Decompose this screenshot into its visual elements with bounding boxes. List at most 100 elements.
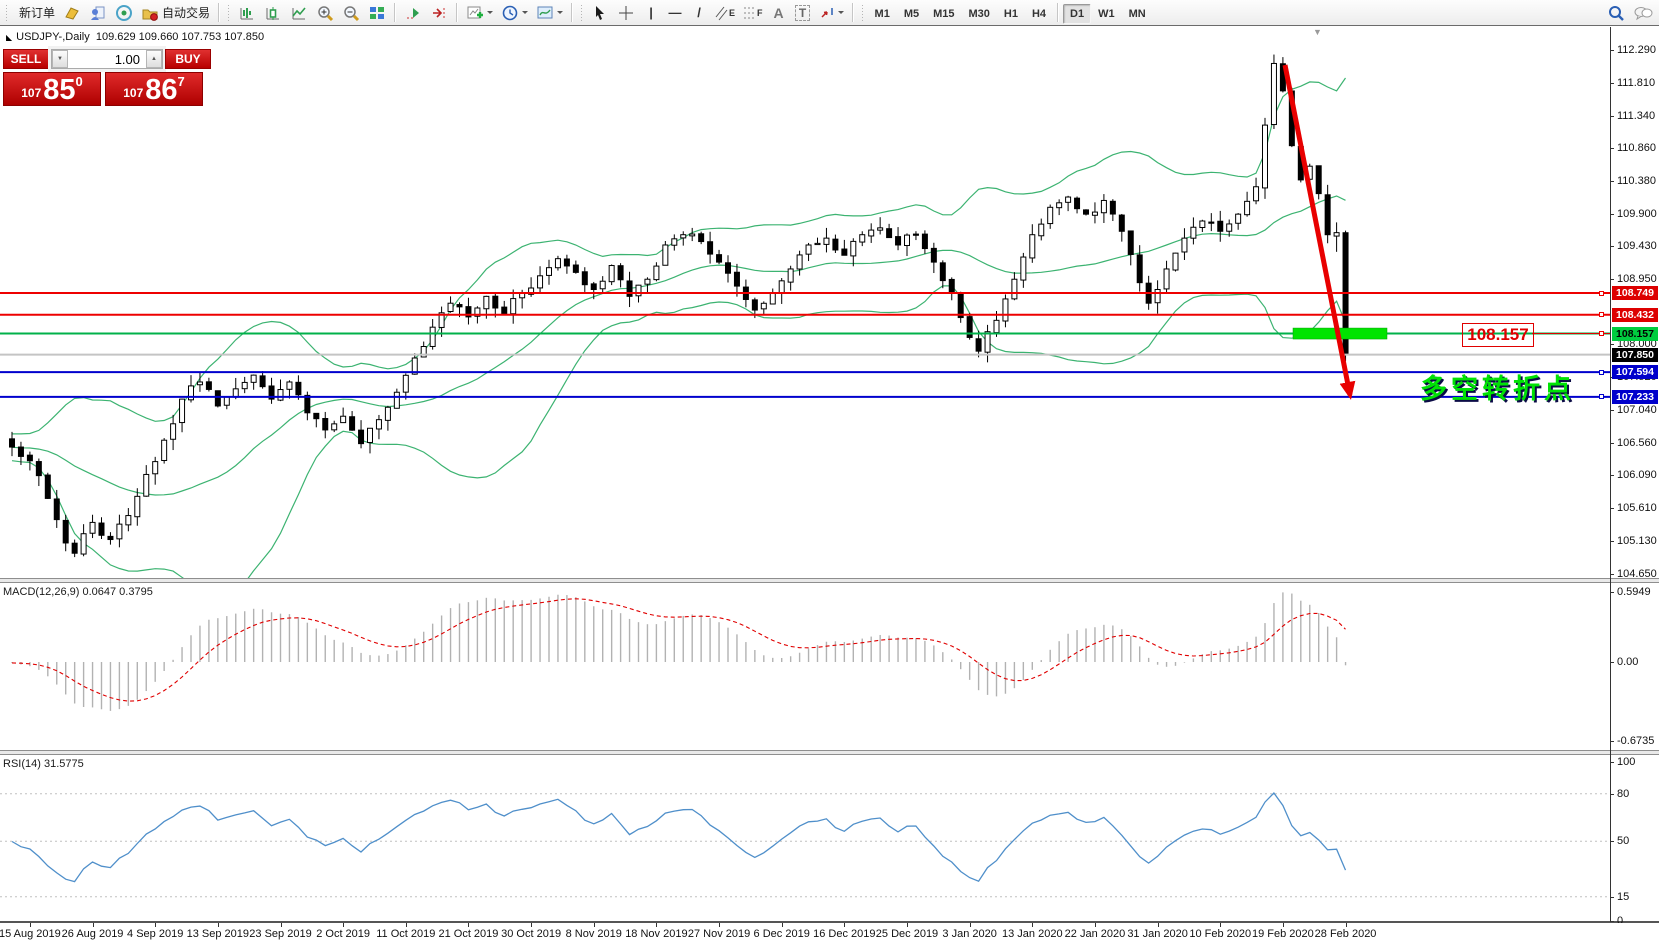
line-anchor-square	[1599, 394, 1604, 400]
tile-windows-button[interactable]	[364, 2, 390, 24]
price-axis-tick-label: 112.290	[1617, 44, 1656, 57]
bar-chart-button[interactable]	[234, 2, 260, 24]
date-tick	[217, 923, 219, 927]
date-label: 3 Jan 2020	[942, 928, 997, 940]
price-axis-tick	[1610, 344, 1614, 346]
chat-icon	[1634, 6, 1653, 20]
price-axis-tick	[1610, 181, 1614, 183]
data-window-button[interactable]	[85, 2, 111, 24]
window-bottom-border	[0, 921, 1659, 923]
sell-price-button[interactable]: 107 85 0	[3, 72, 101, 106]
timeframe-button-w1[interactable]: W1	[1098, 7, 1115, 20]
buy-button[interactable]: BUY	[165, 49, 211, 69]
text-label-tool-button[interactable]: T	[791, 2, 815, 24]
toolbar-separator	[851, 3, 854, 22]
timeframe-button-m15[interactable]: M15	[933, 7, 955, 20]
timeframe-button-m5[interactable]: M5	[903, 7, 920, 20]
timeframe-button-m30[interactable]: M30	[968, 7, 990, 20]
date-tick	[92, 923, 94, 927]
pane-splitter[interactable]	[0, 750, 1659, 755]
buy-price-button[interactable]: 107 86 7	[105, 72, 203, 106]
crosshair-tool-button[interactable]	[613, 2, 639, 24]
timeframe-button-h1[interactable]: H1	[1003, 7, 1018, 20]
text-tool-button[interactable]: A	[767, 2, 791, 24]
templates-button[interactable]	[532, 2, 567, 24]
zoom-in-button[interactable]	[312, 2, 338, 24]
volume-input[interactable]: 1.00	[114, 52, 140, 67]
timeframe-button-d1[interactable]: D1	[1063, 3, 1092, 24]
price-axis-tick	[1610, 410, 1614, 412]
zoom-out-button[interactable]	[338, 2, 364, 24]
macd-axis-label: 0.00	[1617, 656, 1639, 668]
volume-increase-button[interactable]: ▲	[146, 50, 162, 68]
date-label: 30 Oct 2019	[501, 928, 562, 940]
timeframe-button-h4[interactable]: H4	[1031, 7, 1047, 20]
macd-axis-label: 0.5949	[1617, 586, 1651, 599]
line-anchor-square	[1599, 369, 1604, 375]
channel-tool-button[interactable]: E	[711, 2, 739, 24]
macd-axis-label: -0.6735	[1617, 734, 1655, 747]
price-axis-tick	[1610, 148, 1614, 150]
sell-button[interactable]: SELL	[3, 49, 49, 69]
search-button[interactable]	[1603, 2, 1629, 24]
cursor-tool-button[interactable]	[587, 2, 613, 24]
date-label: 13 Sep 2019	[186, 928, 250, 940]
chat-button[interactable]	[1629, 2, 1657, 24]
macd-pane[interactable]: MACD(12,26,9) 0.0647 0.3795	[0, 583, 1610, 750]
auto-trading-icon	[142, 9, 158, 21]
price-pane[interactable]: ◣ USDJPY-,Daily 109.629 109.660 107.753 1…	[0, 27, 1610, 578]
price-axis-tick-label: 107.040	[1617, 404, 1657, 417]
new-order-button[interactable]: 新订单	[12, 2, 59, 24]
toolbar-grip	[5, 3, 9, 22]
indicators-button[interactable]	[462, 2, 497, 24]
auto-trading-button[interactable]: 自动交易	[137, 2, 214, 24]
timeframe-button-m1[interactable]: M1	[874, 7, 890, 20]
date-label: 11 Oct 2019	[376, 928, 436, 940]
price-axis-tick	[1610, 246, 1614, 248]
date-label: 27 Nov 2019	[687, 928, 751, 940]
pane-splitter[interactable]	[0, 578, 1659, 583]
sell-price-whole: 107	[21, 86, 42, 100]
price-axis-tick-label: 106.090	[1617, 469, 1657, 482]
candlestick-chart-icon	[266, 6, 280, 20]
zoom-out-icon	[344, 5, 360, 21]
candlestick-chart-button[interactable]	[260, 2, 286, 24]
volume-decrease-button[interactable]: ▼	[52, 50, 68, 68]
price-axis-tick-label: 104.650	[1617, 567, 1657, 580]
fibonacci-tool-button[interactable]: F	[739, 2, 767, 24]
periods-button[interactable]	[497, 2, 532, 24]
auto-scroll-button[interactable]	[400, 2, 426, 24]
crosshair-icon	[619, 5, 634, 20]
rsi-pane[interactable]: RSI(14) 31.5775	[0, 755, 1610, 921]
price-badge: 107.233	[1612, 389, 1658, 404]
dropdown-caret	[487, 10, 494, 17]
date-label: 28 Feb 2020	[1314, 928, 1377, 940]
toolbar-grip	[860, 3, 865, 22]
date-label: 19 Feb 2020	[1252, 928, 1314, 940]
chart-end-marker[interactable]: ▼	[1313, 27, 1322, 37]
chart-shift-button[interactable]	[426, 2, 452, 24]
horizontal-line-tool-button[interactable]: —	[663, 2, 687, 24]
rsi-axis-label: 0	[1617, 914, 1624, 927]
volume-spinner: ▼ 1.00 ▲	[51, 49, 163, 69]
timeframe-button-mn[interactable]: MN	[1128, 7, 1146, 20]
price-axis-tick-label: 105.610	[1617, 502, 1657, 515]
date-label: 6 Dec 2019	[753, 928, 810, 940]
fibonacci-letter: F	[757, 7, 763, 18]
market-watch-icon	[65, 6, 79, 20]
price-axis-tick-label: 111.340	[1617, 109, 1656, 122]
line-chart-button[interactable]	[286, 2, 312, 24]
signals-button[interactable]	[111, 2, 137, 24]
date-label: 18 Nov 2019	[625, 928, 688, 940]
trendline-tool-button[interactable]: /	[687, 2, 711, 24]
rsi-axis-tick	[1610, 841, 1614, 843]
vertical-line-tool-button[interactable]: |	[639, 2, 663, 24]
date-label: 26 Aug 2019	[61, 928, 124, 940]
market-watch-button[interactable]	[59, 2, 85, 24]
arrows-tool-button[interactable]	[815, 2, 848, 24]
date-label: 31 Jan 2020	[1127, 928, 1188, 940]
price-axis-tick	[1610, 475, 1614, 477]
price-axis-tick	[1610, 573, 1614, 575]
toolbar-separator	[456, 3, 459, 22]
rsi-axis-tick	[1610, 896, 1614, 898]
